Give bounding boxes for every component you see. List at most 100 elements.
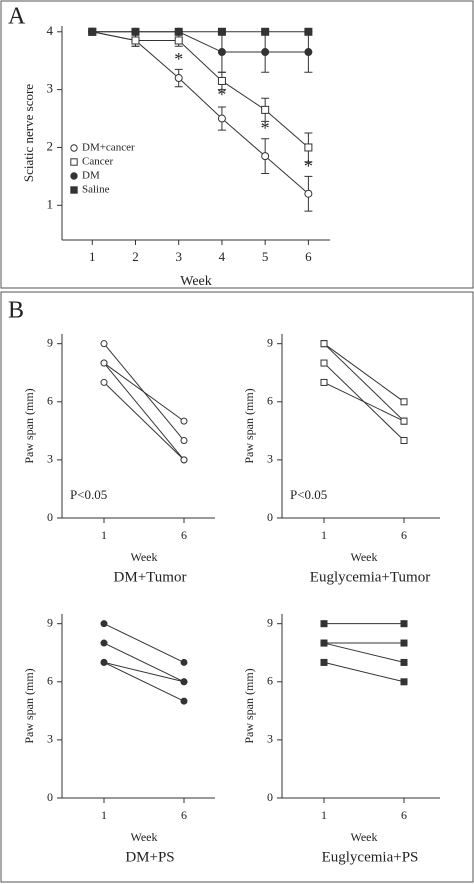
marker [180, 437, 188, 445]
legend-marker [70, 158, 78, 166]
legend-marker [70, 144, 78, 152]
subject-line [323, 661, 405, 683]
y-tick-label: 2 [47, 138, 54, 153]
marker [320, 340, 328, 348]
x-tick-label: 3 [175, 249, 182, 264]
marker [174, 36, 183, 45]
annotation: P<0.05 [290, 487, 327, 502]
subject-line [103, 642, 185, 683]
x-tick-label: 4 [219, 249, 226, 264]
marker [180, 456, 188, 464]
y-tick-label: 6 [47, 674, 53, 688]
chart-title: DM+Tumor [114, 569, 187, 585]
panel-frame [0, 0, 474, 289]
y-axis-label: Sciatic nerve score [21, 84, 36, 182]
marker [400, 639, 408, 647]
marker [131, 27, 140, 36]
panel-label: A [8, 4, 26, 30]
x-tick-label: 1 [321, 528, 327, 542]
y-tick-label: 6 [267, 394, 273, 408]
x-axis-label: Week [350, 550, 377, 564]
legend-marker [70, 186, 78, 194]
marker [100, 359, 108, 367]
legend-marker [70, 172, 78, 180]
x-axis-label: Week [130, 830, 157, 844]
x-tick-label: 6 [401, 808, 407, 822]
y-tick-label: 9 [47, 615, 53, 629]
marker [320, 639, 328, 647]
annotation: * [217, 85, 226, 105]
marker [217, 114, 226, 123]
y-tick-label: 3 [267, 452, 273, 466]
x-tick-label: 1 [101, 528, 107, 542]
y-tick-label: 3 [47, 452, 53, 466]
y-tick-label: 3 [47, 81, 54, 96]
y-tick-label: 0 [47, 790, 53, 804]
marker [304, 48, 313, 57]
subject-line [103, 382, 185, 461]
panel-frame [0, 291, 474, 883]
marker [217, 27, 226, 36]
annotation: * [261, 118, 270, 138]
chart-title: DM+PS [125, 849, 174, 865]
marker [400, 417, 408, 425]
x-axis-label: Week [350, 830, 377, 844]
marker [261, 105, 270, 114]
marker [100, 639, 108, 647]
series-line [92, 31, 309, 195]
series-line [92, 31, 309, 53]
marker [261, 27, 270, 36]
series-line [92, 31, 309, 148]
y-tick-label: 6 [267, 674, 273, 688]
marker [261, 152, 270, 161]
marker [180, 697, 188, 705]
y-tick-label: 9 [267, 335, 273, 349]
y-tick-label: 4 [47, 23, 54, 38]
panel-label: B [8, 298, 24, 324]
marker [304, 189, 313, 198]
marker [400, 620, 408, 628]
marker [400, 398, 408, 406]
marker [320, 658, 328, 666]
legend-label: DM [82, 170, 100, 182]
subject-line [323, 343, 405, 422]
chart-title: Euglycemia+PS [322, 849, 419, 865]
y-tick-label: 0 [267, 510, 273, 524]
x-tick-label: 5 [262, 249, 269, 264]
marker [100, 620, 108, 628]
marker [88, 27, 97, 36]
x-tick-label: 6 [181, 808, 187, 822]
marker [100, 340, 108, 348]
x-tick-label: 6 [305, 249, 312, 264]
marker [320, 359, 328, 367]
y-axis-label: Paw span (mm) [22, 668, 36, 743]
marker [320, 378, 328, 386]
marker [180, 678, 188, 686]
x-tick-label: 6 [181, 528, 187, 542]
subject-line [323, 642, 405, 663]
subject-line [103, 362, 185, 422]
subject-line [103, 661, 185, 683]
subject-line [103, 623, 185, 663]
marker [131, 36, 140, 45]
y-axis-label: Paw span (mm) [22, 388, 36, 463]
y-axis-label: Paw span (mm) [242, 668, 256, 743]
marker [174, 27, 183, 36]
y-tick-label: 1 [47, 196, 54, 211]
y-tick-label: 0 [47, 510, 53, 524]
marker [400, 678, 408, 686]
y-axis-label: Paw span (mm) [242, 388, 256, 463]
marker [320, 620, 328, 628]
chart-title: Euglycemia+Tumor [310, 569, 430, 585]
y-tick-label: 0 [267, 790, 273, 804]
subject-line [103, 661, 185, 702]
marker [304, 143, 313, 152]
x-tick-label: 1 [321, 808, 327, 822]
y-tick-label: 3 [47, 732, 53, 746]
annotation: P<0.05 [70, 487, 107, 502]
legend-label: Cancer [82, 156, 113, 168]
marker [400, 437, 408, 445]
marker [100, 378, 108, 386]
annotation: * [174, 49, 183, 69]
marker [174, 74, 183, 83]
